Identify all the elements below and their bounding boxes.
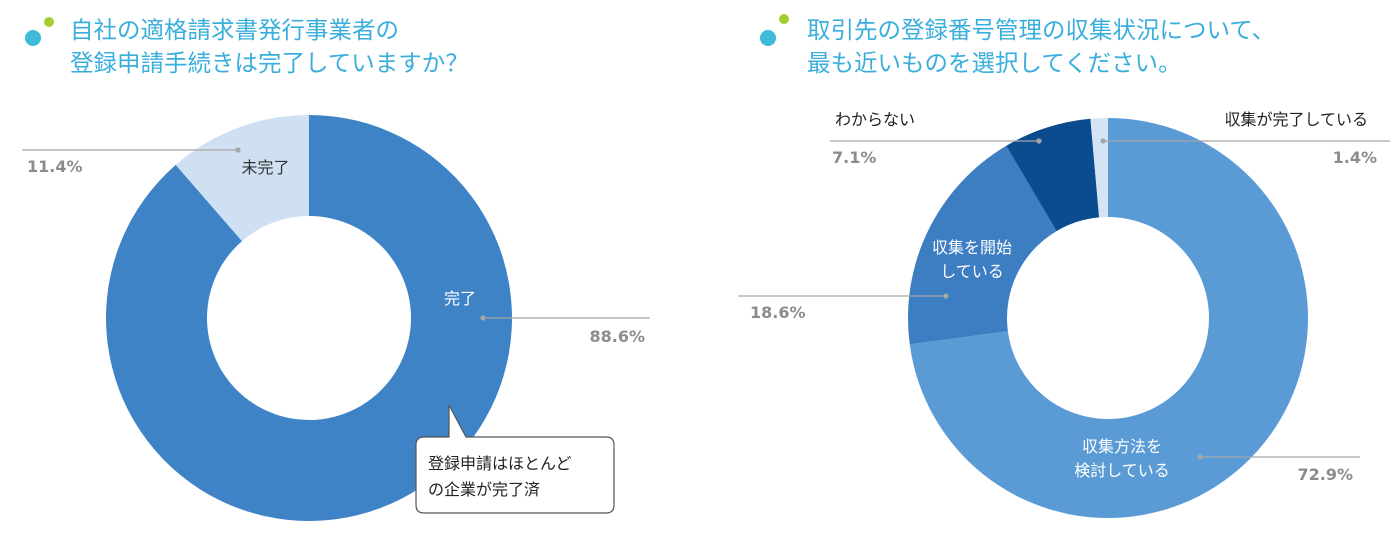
- bullet-accent-dot-icon: [44, 17, 54, 27]
- slice-label-considering: 検討している: [1074, 461, 1170, 480]
- bullet-dot-icon: [25, 30, 41, 46]
- chart-title: 自社の適格請求書発行事業者の 登録申請手続きは完了していますか？: [70, 14, 469, 80]
- chart-panel-collection: 取引先の登録番号管理の収集状況について、 最も近いものを選択してください。 収集…: [700, 0, 1399, 534]
- slice-label-started: している: [940, 262, 1004, 281]
- chart-panel-registration: 自社の適格請求書発行事業者の 登録申請手続きは完了していますか？ 完了 未完了 88…: [22, 14, 650, 521]
- value-label-considering: 72.9%: [1297, 465, 1353, 484]
- value-label-completed: 1.4%: [1333, 148, 1377, 167]
- chart-title-line: 自社の適格請求書発行事業者の: [70, 16, 399, 44]
- donut-slice-0: [909, 118, 1308, 518]
- chart-title: 取引先の登録番号管理の収集状況について、 最も近いものを選択してください。: [807, 14, 1275, 80]
- callout-text-line: の企業が完了済: [428, 480, 540, 499]
- bullet-accent-dot-icon: [779, 14, 789, 24]
- value-label-complete: 88.6%: [589, 327, 645, 346]
- slice-label-completed: 収集が完了している: [1224, 110, 1368, 129]
- value-label-unknown: 7.1%: [832, 148, 876, 167]
- value-label-incomplete: 11.4%: [27, 157, 83, 176]
- slice-label-incomplete: 未完了: [242, 158, 290, 177]
- donut-slice-2: [1006, 118, 1100, 232]
- slice-label-started: 収集を開始: [932, 238, 1012, 257]
- chart-title-line: 最も近いものを選択してください。: [807, 49, 1182, 77]
- chart-title-line: 登録申請手続きは完了していますか？: [70, 49, 469, 77]
- slice-label-considering: 収集方法を: [1082, 437, 1162, 456]
- callout-text-line: 登録申請はほとんど: [428, 454, 572, 473]
- value-label-started: 18.6%: [750, 303, 806, 322]
- slice-label-complete: 完了: [444, 289, 476, 308]
- donut-slice-1: [175, 115, 309, 242]
- bullet-dot-icon: [760, 30, 776, 46]
- chart-title-line: 取引先の登録番号管理の収集状況について、: [807, 16, 1276, 44]
- slice-label-unknown: わからない: [835, 110, 915, 129]
- donut-slice-0: [105, 115, 512, 521]
